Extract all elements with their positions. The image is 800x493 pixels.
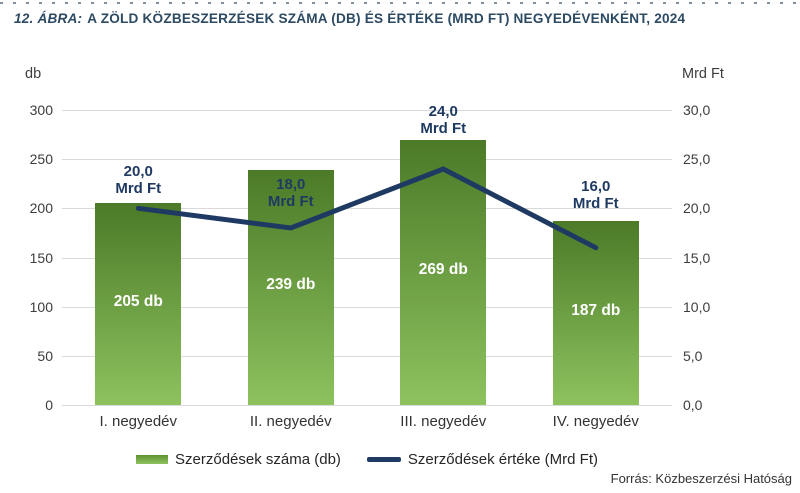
x-axis-category-label: II. negyedév bbox=[249, 413, 332, 430]
x-axis-category-label: III. negyedév bbox=[400, 413, 487, 430]
right-axis-tick: 25,0 bbox=[683, 151, 711, 168]
chart-title-text: A ZÖLD KÖZBESZERZÉSEK SZÁMA (DB) ÉS ÉRTÉ… bbox=[87, 11, 686, 26]
right-axis-tick: 0,0 bbox=[683, 397, 703, 413]
chart-legend: Szerződések száma (db) Szerződések értéke… bbox=[62, 451, 672, 468]
legend-item-line: Szerződések értéke (Mrd Ft) bbox=[366, 451, 598, 468]
left-axis-tick: 300 bbox=[29, 102, 53, 118]
left-axis-tick: 200 bbox=[29, 200, 53, 217]
right-axis-tick: 5,0 bbox=[683, 347, 703, 364]
gridline bbox=[62, 306, 672, 308]
right-axis-tick: 30,0 bbox=[683, 102, 711, 118]
legend-bar-swatch-icon bbox=[136, 455, 169, 464]
chart-title-prefix: 12. ÁBRA: bbox=[14, 11, 83, 26]
gridline bbox=[62, 110, 672, 111]
legend-line-swatch-icon bbox=[366, 457, 401, 462]
left-axis-tick: 150 bbox=[29, 249, 53, 266]
line-point-label: 24,0 Mrd Ft bbox=[420, 103, 467, 137]
source-note: Forrás: Közbeszerzési Hatóság bbox=[610, 471, 792, 486]
bar-value-label: 269 db bbox=[418, 261, 468, 279]
bar-value-label: 205 db bbox=[113, 293, 163, 311]
legend-label: Szerződések értéke (Mrd Ft) bbox=[407, 451, 598, 468]
gridline bbox=[62, 159, 672, 161]
line-point-label: 18,0 Mrd Ft bbox=[267, 176, 314, 210]
right-axis-unit-label: Mrd Ft bbox=[682, 66, 724, 82]
chart-title: 12. ÁBRA: A ZÖLD KÖZBESZERZÉSEK SZÁMA (DB… bbox=[14, 11, 794, 26]
bar-value-label: 187 db bbox=[571, 302, 621, 320]
left-axis-tick: 0 bbox=[45, 397, 53, 413]
right-axis-tick: 15,0 bbox=[683, 249, 711, 266]
right-axis-tick: 10,0 bbox=[683, 298, 711, 315]
gridline bbox=[62, 355, 672, 357]
top-dotted-divider bbox=[0, 2, 800, 4]
legend-item-bar: Szerződések száma (db) bbox=[136, 451, 341, 468]
left-axis-tick: 50 bbox=[37, 347, 53, 364]
bar-value-label: 239 db bbox=[266, 276, 316, 294]
legend-label: Szerződések száma (db) bbox=[175, 451, 341, 468]
bar-IV. negyedév bbox=[552, 221, 639, 405]
x-axis-category-label: IV. negyedév bbox=[552, 413, 639, 430]
gridline bbox=[62, 405, 672, 406]
x-axis-category-label: I. negyedév bbox=[99, 413, 178, 430]
left-axis-tick: 250 bbox=[29, 151, 53, 168]
left-axis-tick: 100 bbox=[29, 298, 53, 315]
gridline bbox=[62, 257, 672, 259]
line-point-label: 20,0 Mrd Ft bbox=[115, 163, 162, 197]
left-axis-unit-label: db bbox=[25, 66, 42, 82]
right-axis-tick: 20,0 bbox=[683, 200, 711, 217]
line-point-label: 16,0 Mrd Ft bbox=[572, 178, 619, 212]
